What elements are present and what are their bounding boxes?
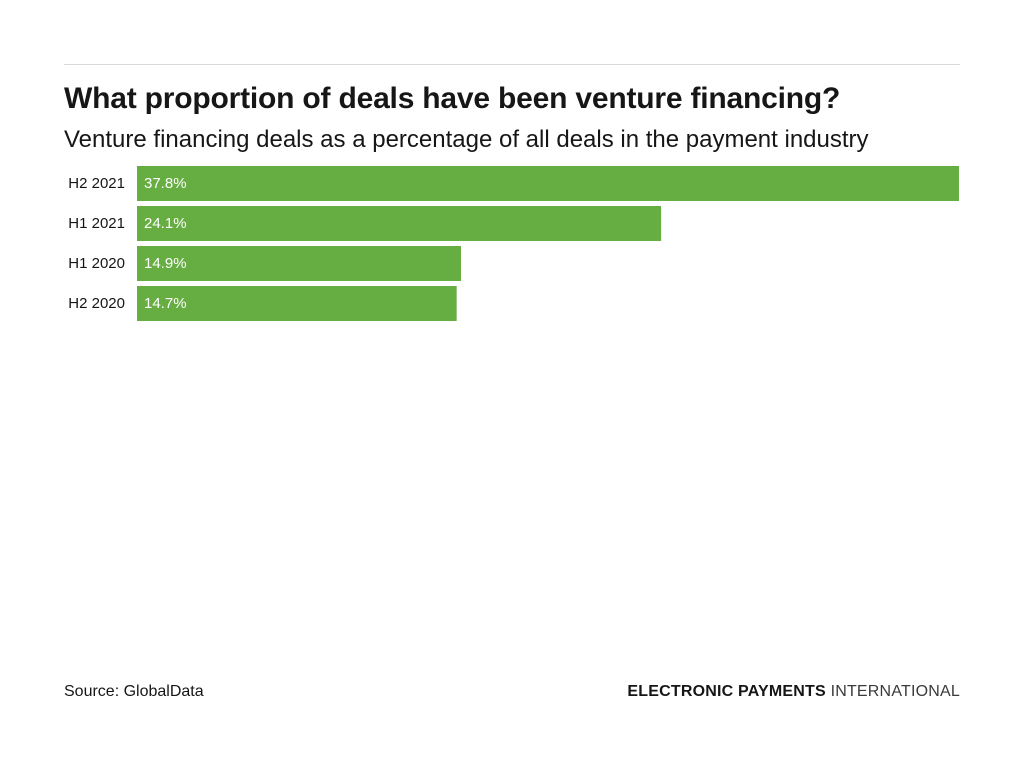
category-label: H1 2020	[68, 255, 125, 272]
brand-logo: ELECTRONIC PAYMENTS INTERNATIONAL	[627, 682, 960, 702]
brand-name-light: INTERNATIONAL	[830, 683, 960, 700]
category-label: H2 2020	[68, 295, 125, 312]
bar	[137, 246, 462, 281]
chart-title: What proportion of deals have been ventu…	[64, 82, 841, 115]
brand-name-strong: ELECTRONIC PAYMENTS	[627, 683, 826, 700]
category-label: H2 2021	[68, 175, 125, 192]
bar-value-label: 14.7%	[144, 295, 187, 312]
source-note: Source: GlobalData	[64, 683, 204, 700]
bar-value-label: 24.1%	[144, 215, 187, 232]
bar	[137, 206, 662, 241]
bar-chart-svg: H2 2021 37.8% H1 2021 24.1% H1 2020 14.9% H2 2…	[68, 166, 959, 321]
bar-value-label: 14.9%	[144, 255, 187, 272]
bar	[137, 166, 959, 201]
category-label: H1 2021	[68, 215, 125, 232]
bar-chart: H2 2021 37.8% H1 2021 24.1% H1 2020 14.9% H2 2…	[0, 160, 1024, 340]
bar	[137, 286, 457, 321]
chart-subtitle: Venture financing deals as a percentage …	[64, 126, 869, 153]
bar-value-label: 37.8%	[144, 175, 187, 192]
top-rule	[64, 64, 960, 65]
